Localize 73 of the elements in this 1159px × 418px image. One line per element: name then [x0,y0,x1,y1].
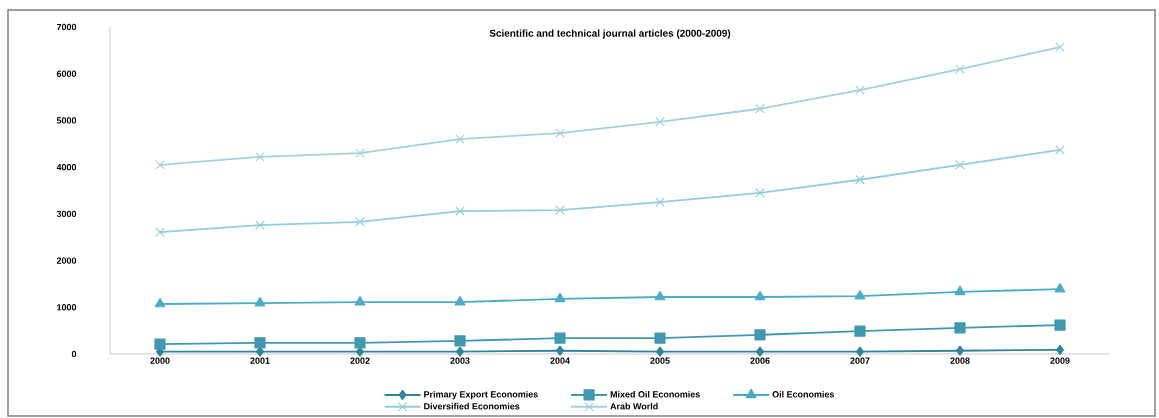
y-tick-label: 1000 [57,304,77,311]
point [154,297,166,308]
point [555,205,565,215]
x-tick-label: 2008 [950,357,970,364]
point [1056,344,1064,355]
point [354,337,366,349]
chart-title: Scientific and technical journal articles (2000-2009) [489,29,731,39]
point [754,329,766,341]
point [855,174,865,185]
point [655,116,665,127]
point [355,216,365,227]
point [654,332,666,344]
point [1055,42,1065,52]
x-tick-label: 2006 [750,357,770,364]
x-tick-label: 2005 [650,357,670,364]
point [454,296,466,306]
point [256,346,264,357]
legend-label: Arab World [610,402,658,410]
point [354,296,366,306]
point [1055,145,1065,155]
y-tick-label: 6000 [56,70,77,77]
point [455,206,465,216]
x-tick-label: 2003 [450,357,470,364]
point [254,337,266,349]
point [856,346,864,357]
point [955,159,965,170]
point [455,134,465,144]
y-tick-label: 3000 [56,210,77,218]
point [754,290,766,301]
x-tick-label: 2001 [250,357,270,364]
point [254,296,266,307]
point [955,64,965,74]
point [155,159,165,170]
point [555,128,565,138]
point [154,338,166,350]
point [255,152,265,162]
point [655,197,665,208]
point [654,290,666,301]
legend-label: Diversified Economies [424,402,520,410]
point [656,346,664,357]
point [554,332,566,344]
y-tick-label: 7000 [56,23,77,31]
point [556,345,564,356]
point [755,103,765,114]
y-tick-label: 4000 [56,163,77,171]
point [956,345,964,356]
point [456,346,464,357]
x-tick-label: 2004 [550,357,570,364]
x-tick-label: 2002 [350,357,370,364]
point [1054,282,1066,293]
point [355,148,365,158]
point [155,227,165,237]
point [255,220,265,230]
point [855,85,865,95]
legend-label: Mixed Oil Economies [610,390,700,398]
x-tick-label: 2007 [850,357,870,364]
point [1054,319,1066,331]
point [854,289,866,300]
point [756,346,764,357]
point [954,322,966,334]
point [854,325,866,337]
legend-label: Primary Export Economies [424,390,538,400]
point [356,346,364,357]
point [755,187,765,198]
point [554,292,566,303]
point [454,335,466,347]
x-tick-label: 2000 [150,357,170,364]
y-tick-label: 0 [71,350,77,358]
y-tick-label: 2000 [56,257,77,264]
y-tick-label: 5000 [56,117,77,124]
point [954,285,966,296]
x-tick-label: 2009 [1050,357,1070,364]
legend-label: Oil Economies [772,390,835,398]
